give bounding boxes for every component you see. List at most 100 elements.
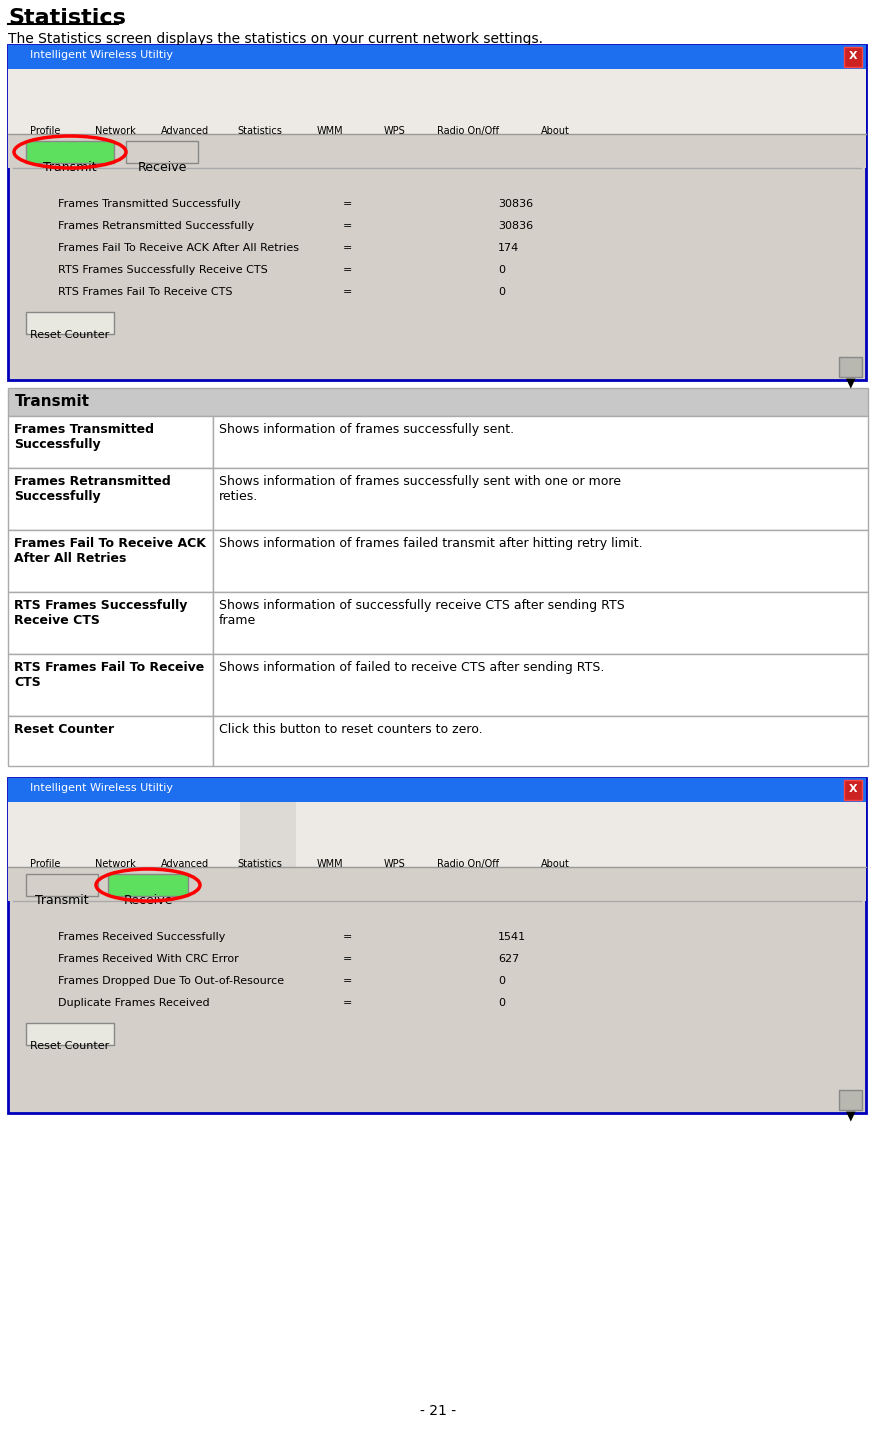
Text: Statistics: Statistics: [8, 9, 126, 27]
Bar: [8, 388, 868, 416]
Text: Radio On/Off: Radio On/Off: [437, 127, 499, 137]
Text: =: =: [343, 243, 353, 253]
Bar: [8, 778, 866, 1113]
Text: RTS Frames Successfully Receive CTS: RTS Frames Successfully Receive CTS: [58, 265, 268, 275]
Bar: [8, 45, 866, 380]
Text: Transmit: Transmit: [15, 394, 90, 408]
Text: Receive: Receive: [124, 894, 173, 907]
Bar: [26, 312, 114, 334]
Text: Frames Retransmitted Successfully: Frames Retransmitted Successfully: [58, 221, 254, 232]
Text: RTS Frames Fail To Receive CTS: RTS Frames Fail To Receive CTS: [58, 288, 232, 298]
Bar: [839, 1090, 862, 1110]
Bar: [8, 69, 866, 134]
Bar: [8, 592, 213, 654]
Text: Reset Counter: Reset Counter: [31, 1041, 110, 1051]
Text: WPS: WPS: [384, 858, 406, 869]
Text: About: About: [540, 858, 569, 869]
Bar: [8, 467, 213, 531]
Text: Frames Received With CRC Error: Frames Received With CRC Error: [58, 953, 239, 963]
Bar: [8, 867, 866, 902]
Bar: [213, 716, 868, 766]
Text: Transmit: Transmit: [35, 894, 88, 907]
Bar: [213, 592, 868, 654]
Text: X: X: [849, 784, 858, 794]
Text: Shows information of frames successfully sent.: Shows information of frames successfully…: [219, 423, 514, 436]
Text: 0: 0: [498, 976, 505, 986]
Text: Statistics: Statistics: [237, 858, 282, 869]
Text: Intelligent Wireless Utiltiy: Intelligent Wireless Utiltiy: [30, 50, 173, 60]
Text: Frames Transmitted
Successfully: Frames Transmitted Successfully: [14, 423, 154, 452]
Text: Receive: Receive: [138, 161, 187, 174]
Text: Network: Network: [95, 127, 136, 137]
Bar: [8, 531, 213, 592]
Bar: [213, 467, 868, 531]
Bar: [26, 874, 98, 896]
Text: Shows information of frames failed transmit after hitting retry limit.: Shows information of frames failed trans…: [219, 536, 643, 549]
Bar: [844, 47, 862, 68]
Bar: [844, 779, 862, 800]
Text: Statistics: Statistics: [237, 127, 282, 137]
Text: 0: 0: [498, 288, 505, 298]
Text: Network: Network: [95, 858, 136, 869]
Bar: [213, 416, 868, 467]
Text: WPS: WPS: [384, 127, 406, 137]
Text: 627: 627: [498, 953, 519, 963]
Bar: [8, 802, 866, 867]
Text: Shows information of frames successfully sent with one or more
reties.: Shows information of frames successfully…: [219, 475, 621, 503]
Bar: [839, 357, 862, 377]
Text: The Statistics screen displays the statistics on your current network settings.: The Statistics screen displays the stati…: [8, 32, 543, 46]
Text: WMM: WMM: [317, 127, 343, 137]
Text: =: =: [343, 953, 353, 963]
Text: Advanced: Advanced: [161, 127, 209, 137]
Text: Frames Fail To Receive ACK
After All Retries: Frames Fail To Receive ACK After All Ret…: [14, 536, 206, 565]
Text: Click this button to reset counters to zero.: Click this button to reset counters to z…: [219, 723, 483, 736]
Text: X: X: [849, 50, 858, 60]
Bar: [8, 654, 213, 716]
Text: 1541: 1541: [498, 932, 526, 942]
Text: Frames Retransmitted
Successfully: Frames Retransmitted Successfully: [14, 475, 171, 503]
Text: Shows information of failed to receive CTS after sending RTS.: Shows information of failed to receive C…: [219, 661, 604, 674]
Bar: [26, 1022, 114, 1045]
Bar: [26, 141, 114, 162]
Text: =: =: [343, 932, 353, 942]
Bar: [213, 654, 868, 716]
Bar: [8, 416, 213, 467]
Text: =: =: [343, 976, 353, 986]
Bar: [213, 531, 868, 592]
Text: Radio On/Off: Radio On/Off: [437, 858, 499, 869]
Text: Profile: Profile: [30, 858, 60, 869]
Text: Frames Dropped Due To Out-of-Resource: Frames Dropped Due To Out-of-Resource: [58, 976, 284, 986]
Text: 30836: 30836: [498, 221, 533, 232]
Text: 30836: 30836: [498, 198, 533, 209]
Text: =: =: [343, 221, 353, 232]
Text: Profile: Profile: [30, 127, 60, 137]
Text: =: =: [343, 198, 353, 209]
Bar: [126, 141, 198, 162]
Text: =: =: [343, 265, 353, 275]
Text: About: About: [540, 127, 569, 137]
Text: Intelligent Wireless Utiltiy: Intelligent Wireless Utiltiy: [30, 784, 173, 792]
Text: Duplicate Frames Received: Duplicate Frames Received: [58, 998, 209, 1008]
Text: ▼: ▼: [846, 1109, 856, 1122]
Text: Reset Counter: Reset Counter: [31, 329, 110, 339]
Text: WMM: WMM: [317, 858, 343, 869]
Bar: [8, 134, 866, 168]
Text: Reset Counter: Reset Counter: [14, 723, 114, 736]
Bar: [8, 716, 213, 766]
Text: 174: 174: [498, 243, 519, 253]
Text: RTS Frames Successfully
Receive CTS: RTS Frames Successfully Receive CTS: [14, 600, 187, 627]
Text: Frames Fail To Receive ACK After All Retries: Frames Fail To Receive ACK After All Ret…: [58, 243, 299, 253]
Text: 0: 0: [498, 998, 505, 1008]
Bar: [240, 802, 296, 867]
Text: 0: 0: [498, 265, 505, 275]
Text: RTS Frames Fail To Receive
CTS: RTS Frames Fail To Receive CTS: [14, 661, 204, 689]
Text: =: =: [343, 288, 353, 298]
Text: Frames Received Successfully: Frames Received Successfully: [58, 932, 225, 942]
Text: Transmit: Transmit: [43, 161, 97, 174]
Bar: [108, 874, 188, 896]
Text: ▼: ▼: [846, 375, 856, 390]
Bar: [8, 45, 866, 69]
Text: Shows information of successfully receive CTS after sending RTS
frame: Shows information of successfully receiv…: [219, 600, 625, 627]
Text: Frames Transmitted Successfully: Frames Transmitted Successfully: [58, 198, 241, 209]
Text: =: =: [343, 998, 353, 1008]
